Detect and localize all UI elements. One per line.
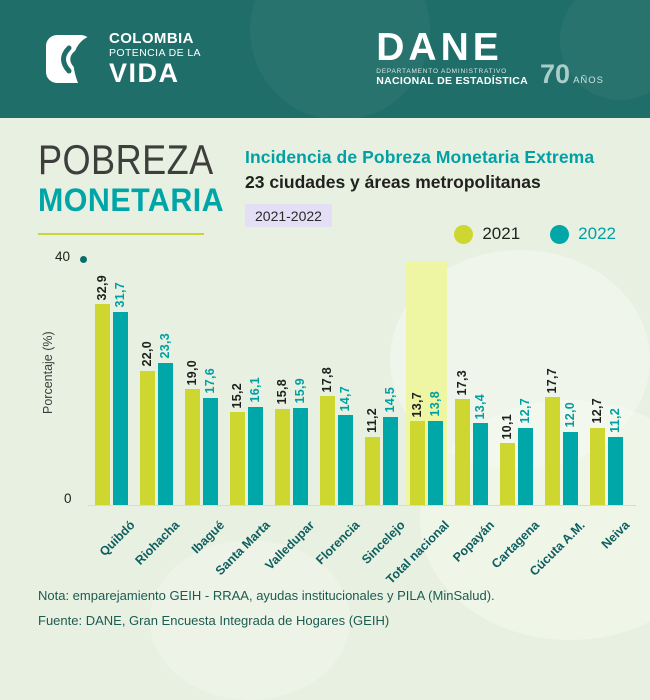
chart-title: Incidencia de Pobreza Monetaria Extrema xyxy=(245,147,595,167)
bar-value-label-2022: 15,9 xyxy=(293,378,307,405)
bar-value-label-2022: 16,1 xyxy=(248,377,262,403)
x-axis-label-quibd-: Quibdó xyxy=(96,518,138,559)
bar-value-label-2021: 12,7 xyxy=(590,398,604,424)
bar-2021-cartagena xyxy=(500,443,515,505)
bar-value-label-2021: 15,8 xyxy=(275,379,289,405)
y-tick-dot-icon xyxy=(80,256,87,263)
bar-2022-popay-n xyxy=(473,423,488,505)
brand-line-vida: VIDA xyxy=(109,58,180,89)
bar-value-label-2022: 14,7 xyxy=(338,385,352,412)
bar-value-label-2021: 17,8 xyxy=(320,366,334,393)
dane-dept-line2: NACIONAL DE ESTADÍSTICA xyxy=(376,75,529,88)
bar-value-label-2022: 23,3 xyxy=(158,333,172,359)
colombia-brand-text: COLOMBIA POTENCIA DE LA VIDA xyxy=(109,29,201,89)
y-axis-title: Porcentaje (%) xyxy=(41,331,55,414)
bar-2022-santa-marta xyxy=(248,406,263,505)
x-axis-label-ibagu-: Ibagué xyxy=(189,518,228,557)
bar-2021-popay-n xyxy=(455,399,470,505)
bar-value-label-2021: 11,2 xyxy=(365,407,379,433)
dane-dept-line1: DEPARTAMENTO ADMINISTRATIVO xyxy=(376,68,508,76)
dane-logo: DANE DEPARTAMENTO ADMINISTRATIVO NACIONA… xyxy=(376,25,604,89)
colombia-brand-icon xyxy=(46,35,92,83)
bar-2022-quibd- xyxy=(113,311,128,505)
bar-2022-neiva xyxy=(608,436,623,505)
header-banner: COLOMBIA POTENCIA DE LA VIDA DANE DEPART… xyxy=(0,0,650,120)
dane-wordmark: DANE DEPARTAMENTO ADMINISTRATIVO NACIONA… xyxy=(376,25,529,88)
chart-x-labels: Quibdó Riohacha Ibagué Santa Marta Valledupa… xyxy=(88,508,636,593)
bar-value-label-2022: 17,6 xyxy=(203,368,217,394)
bar-2022-cartagena xyxy=(518,427,533,505)
y-tick-40: 40 xyxy=(55,249,71,264)
chart-legend: 2021 2022 xyxy=(454,224,616,244)
y-tick-0: 0 xyxy=(64,491,72,506)
note-text: Nota: emparejamiento GEIH - RRAA, ayudas… xyxy=(38,588,495,603)
anniversary-number: 70 xyxy=(540,58,571,89)
bar-2022-sincelejo xyxy=(383,416,398,505)
bar-value-label-2022: 11,2 xyxy=(608,407,622,433)
period-badge: 2021-2022 xyxy=(245,204,332,227)
footnotes: Nota: emparejamiento GEIH - RRAA, ayudas… xyxy=(38,583,495,634)
legend-label-2022: 2022 xyxy=(578,224,616,243)
bar-2021-sincelejo xyxy=(365,436,380,505)
bar-2022-florencia xyxy=(338,415,353,505)
x-axis-label-popay-n: Popayán xyxy=(450,518,498,565)
bar-2021-total-nacional xyxy=(410,421,425,505)
legend-swatch-2022 xyxy=(550,224,570,244)
report-title-line1: POBREZA xyxy=(38,136,214,183)
bar-value-label-2021: 19,0 xyxy=(185,359,199,386)
bar-2022-ibagu- xyxy=(203,397,218,505)
brand-line-potencia: POTENCIA DE LA xyxy=(109,47,201,60)
legend-label-2021: 2021 xyxy=(482,224,521,243)
bar-value-label-2021: 17,7 xyxy=(545,367,559,394)
bar-2021-quibd- xyxy=(95,304,110,505)
bar-2021-ibagu- xyxy=(185,389,200,505)
bar-value-label-2021: 13,7 xyxy=(410,391,424,418)
chart-header: Incidencia de Pobreza Monetaria Extrema … xyxy=(245,147,594,227)
bar-2021-florencia xyxy=(320,396,335,505)
bar-2021-c-cuta-a-m- xyxy=(545,397,560,505)
bar-value-label-2021: 17,3 xyxy=(455,369,469,396)
bar-value-label-2021: 22,0 xyxy=(140,341,154,367)
bar-2022-riohacha xyxy=(158,362,173,505)
bar-value-label-2021: 10,1 xyxy=(500,413,514,440)
anniversary-label: AÑOS xyxy=(573,74,604,86)
bar-2022-total-nacional xyxy=(428,420,443,505)
colombia-government-logo: COLOMBIA POTENCIA DE LA VIDA xyxy=(46,29,201,89)
x-axis-label-florencia: Florencia xyxy=(313,518,363,568)
brand-line-colombia: COLOMBIA xyxy=(109,29,194,47)
x-axis-label-neiva: Neiva xyxy=(598,518,633,552)
chart-subtitle: 23 ciudades y áreas metropolitanas xyxy=(245,172,541,192)
bar-value-label-2022: 31,7 xyxy=(113,282,127,308)
legend-swatch-2021 xyxy=(454,224,474,244)
bar-2021-riohacha xyxy=(140,370,155,505)
bar-value-label-2022: 12,7 xyxy=(518,398,532,424)
bar-value-label-2021: 15,2 xyxy=(230,382,244,409)
bar-2021-neiva xyxy=(590,427,605,505)
title-underline xyxy=(38,232,204,235)
bar-value-label-2022: 14,5 xyxy=(383,387,397,413)
legend-item-2022: 2022 xyxy=(550,224,616,244)
bar-value-label-2022: 13,4 xyxy=(473,393,487,420)
source-text: Fuente: DANE, Gran Encuesta Integrada de… xyxy=(38,613,390,629)
chart-plot: 32,9 31,7 22,0 23,3 19,0 17,6 15,2 16,1 15,8 15,9… xyxy=(88,261,636,506)
bar-2021-santa-marta xyxy=(230,412,245,505)
bar-2021-valledupar xyxy=(275,408,290,505)
bar-value-label-2022: 12,0 xyxy=(563,402,577,428)
report-title: POBREZA MONETARIA xyxy=(38,139,242,235)
dane-70-anniversary: 70 AÑOS xyxy=(540,58,604,89)
bar-value-label-2022: 13,8 xyxy=(428,391,442,417)
bar-2022-valledupar xyxy=(293,408,308,505)
x-axis-label-riohacha: Riohacha xyxy=(132,518,183,568)
dane-name: DANE xyxy=(376,25,503,69)
bar-value-label-2021: 32,9 xyxy=(95,274,109,301)
report-title-line2: MONETARIA xyxy=(38,182,225,218)
bar-2022-c-cuta-a-m- xyxy=(563,431,578,505)
legend-item-2021: 2021 xyxy=(454,224,520,244)
